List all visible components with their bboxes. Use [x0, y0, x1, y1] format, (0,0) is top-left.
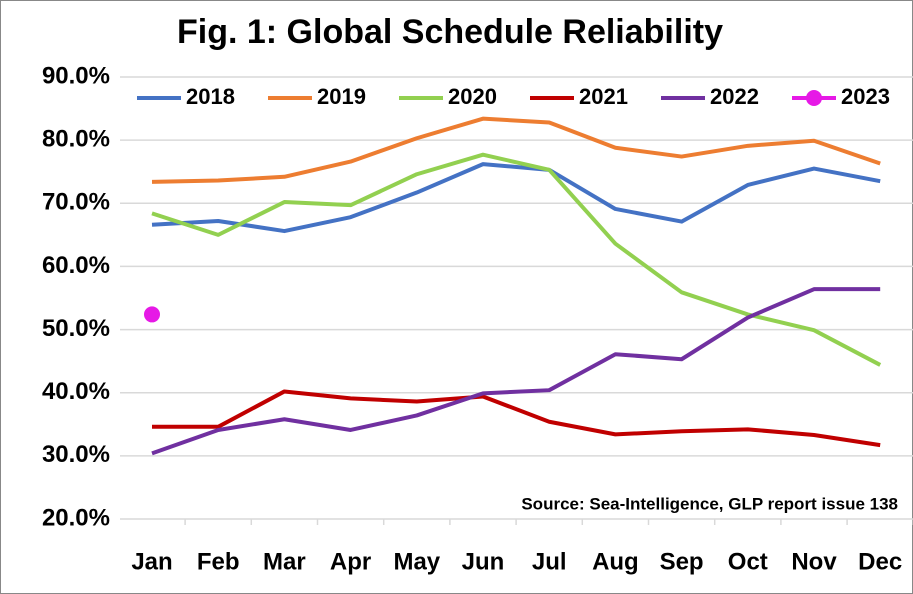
chart-title: Fig. 1: Global Schedule Reliability — [177, 13, 723, 51]
source-note: Source: Sea-Intelligence, GLP report iss… — [521, 494, 898, 513]
x-tick-label: Feb — [197, 548, 240, 575]
y-tick-label: 50.0% — [42, 315, 110, 342]
legend-label: 2023 — [841, 84, 890, 109]
y-tick-label: 20.0% — [42, 504, 110, 531]
x-tick-label: Sep — [660, 548, 704, 575]
x-tick-label: Mar — [263, 548, 306, 575]
x-tick-label: Jun — [462, 548, 505, 575]
data-point — [144, 306, 160, 323]
x-tick-label: May — [393, 548, 440, 575]
legend-label: 2022 — [710, 84, 759, 109]
y-tick-label: 80.0% — [42, 125, 110, 152]
x-tick-label: Jan — [131, 548, 172, 575]
series-line — [152, 389, 881, 448]
legend-marker — [806, 90, 822, 106]
series-line — [151, 116, 881, 184]
y-tick-label: 40.0% — [42, 378, 110, 405]
legend-label: 2019 — [317, 84, 366, 109]
x-tick-label: Nov — [791, 548, 837, 575]
legend-label: 2018 — [186, 84, 235, 109]
y-tick-label: 60.0% — [42, 252, 110, 279]
series-line — [151, 162, 881, 234]
x-tick-label: Apr — [330, 548, 371, 575]
legend-label: 2020 — [448, 84, 497, 109]
x-tick-label: Jul — [532, 548, 567, 575]
x-tick-label: Aug — [592, 548, 639, 575]
series-line — [151, 287, 881, 456]
legend-label: 2021 — [579, 84, 628, 109]
x-tick-label: Dec — [858, 548, 902, 575]
y-tick-label: 70.0% — [42, 189, 110, 216]
x-tick-label: Oct — [728, 548, 768, 575]
y-tick-label: 90.0% — [42, 62, 110, 89]
series-line — [151, 152, 882, 367]
y-tick-label: 30.0% — [42, 441, 110, 468]
